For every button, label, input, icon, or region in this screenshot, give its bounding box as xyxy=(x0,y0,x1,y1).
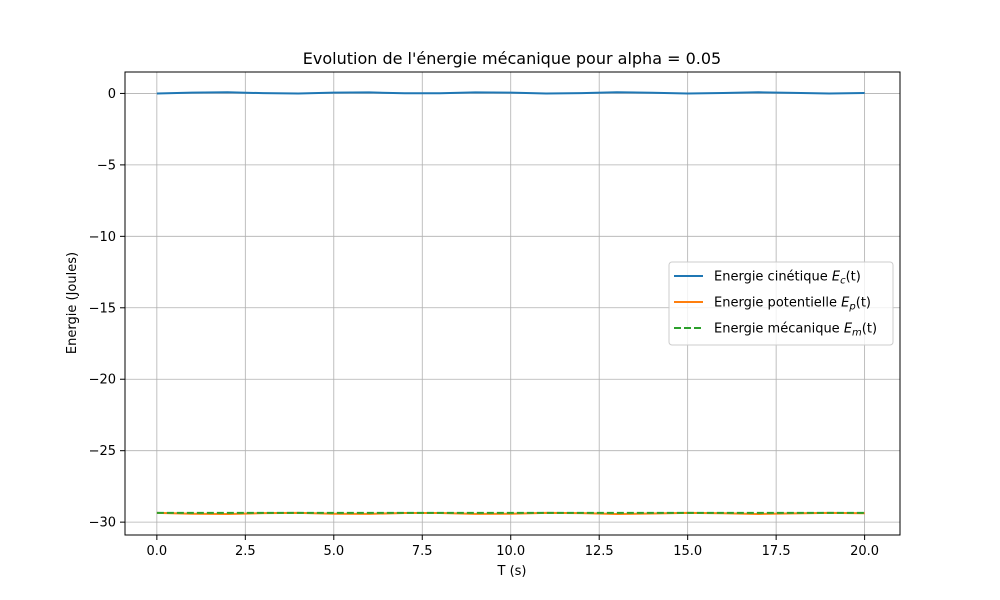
y-tick-label: −25 xyxy=(89,444,116,459)
x-axis-label: T (s) xyxy=(497,564,527,579)
legend-label-subscript: m xyxy=(852,328,862,339)
y-axis-label: Energie (Joules) xyxy=(65,252,80,354)
ticks-layer: 0.0 2.5 5.0 7.5 10.0 12.5 15.0 17.5 20.0 0 −5 −10 −1… xyxy=(89,87,880,559)
legend-label-text: Energie potentielle xyxy=(714,296,841,311)
legend-label-text: Energie mécanique xyxy=(714,322,844,337)
y-tick-label: −5 xyxy=(97,158,116,173)
legend-label-subscript: c xyxy=(840,276,846,287)
y-tick-label: −20 xyxy=(89,373,116,388)
legend-label-subscript: p xyxy=(848,302,855,313)
series-layer xyxy=(156,91,865,515)
x-tick-label: 10.0 xyxy=(496,544,525,559)
legend-label-symbol: E xyxy=(844,322,853,337)
chart-title: Evolution de l'énergie mécanique pour al… xyxy=(303,49,721,68)
series-line-c xyxy=(156,91,865,95)
x-tick-label: 0.0 xyxy=(147,544,168,559)
x-tick-label: 7.5 xyxy=(412,544,433,559)
legend-label-text: Energie cinétique xyxy=(714,270,832,285)
x-tick-label: 20.0 xyxy=(850,544,879,559)
legend-box xyxy=(668,261,894,346)
x-tick-label: 5.0 xyxy=(323,544,344,559)
x-tick-label: 17.5 xyxy=(762,544,791,559)
x-tick-label: 12.5 xyxy=(585,544,614,559)
legend-label-symbol: E xyxy=(841,296,850,311)
y-tick-label: 0 xyxy=(108,87,116,102)
plot-frame xyxy=(124,71,901,536)
legend-label-argument: (t) xyxy=(846,270,861,285)
legend-label-argument: (t) xyxy=(862,322,877,337)
y-tick-label: −15 xyxy=(89,301,116,316)
legend-label-c: Energie cinétique Ec(t) xyxy=(714,270,861,287)
x-tick-label: 2.5 xyxy=(235,544,256,559)
legend-label-m: Energie mécanique Em(t) xyxy=(714,322,877,339)
y-tick-label: −10 xyxy=(89,230,116,245)
legend-label-argument: (t) xyxy=(856,296,871,311)
y-tick-label: −30 xyxy=(89,516,116,531)
legend-label-symbol: E xyxy=(832,270,841,285)
x-tick-label: 15.0 xyxy=(673,544,702,559)
legend: Energie cinétique Ec(t)Energie potentiel… xyxy=(668,261,894,346)
legend-label-p: Energie potentielle Ep(t) xyxy=(714,296,871,313)
